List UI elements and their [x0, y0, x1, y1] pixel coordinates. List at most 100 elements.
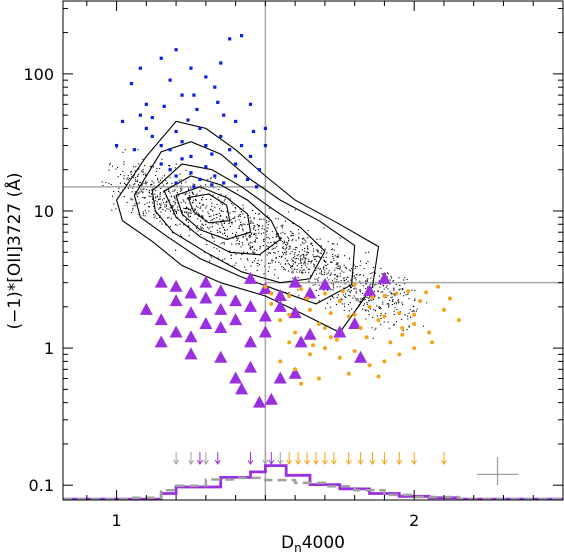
- background-dot: [263, 240, 265, 242]
- background-dot: [247, 223, 249, 225]
- background-dot: [123, 178, 125, 180]
- background-dot: [335, 274, 337, 276]
- background-dot: [273, 241, 275, 243]
- background-dot: [266, 220, 268, 222]
- background-dot: [201, 216, 203, 218]
- background-dot: [386, 303, 388, 305]
- background-dot: [184, 211, 186, 213]
- upper-limit-arrow: [321, 452, 328, 465]
- background-dot: [138, 185, 140, 187]
- background-dot: [256, 237, 258, 239]
- background-dot: [177, 195, 179, 197]
- background-dot: [327, 241, 329, 243]
- data-point: [354, 350, 368, 363]
- background-dot: [235, 234, 237, 236]
- background-dot: [272, 247, 274, 249]
- background-dot: [388, 303, 390, 305]
- background-dot: [226, 229, 228, 231]
- background-dot: [144, 165, 146, 167]
- upper-limit-arrow: [396, 452, 403, 465]
- background-dot: [219, 215, 221, 217]
- background-dot: [362, 285, 364, 287]
- data-point: [248, 154, 253, 159]
- background-dot: [322, 266, 324, 268]
- background-dot: [199, 190, 201, 192]
- background-dot: [127, 177, 129, 179]
- background-dot: [285, 245, 287, 247]
- data-point: [311, 343, 315, 348]
- background-dot: [175, 199, 177, 201]
- background-dot: [218, 188, 220, 190]
- background-dot: [334, 255, 336, 257]
- background-dot: [291, 271, 293, 273]
- background-dot: [267, 246, 269, 248]
- background-dot: [144, 197, 146, 199]
- background-dot: [175, 249, 177, 251]
- background-dot: [238, 243, 240, 245]
- background-dot: [202, 210, 204, 212]
- background-dot: [168, 190, 170, 192]
- background-dot: [235, 207, 237, 209]
- background-dot: [359, 291, 361, 293]
- background-dot: [317, 255, 319, 257]
- background-dot: [333, 249, 335, 251]
- background-dot: [263, 239, 265, 241]
- background-dot: [123, 161, 125, 163]
- axis-ticks: [63, 1, 563, 500]
- background-dot: [304, 247, 306, 249]
- background-dot: [185, 218, 187, 220]
- background-dot: [174, 201, 176, 203]
- background-dot: [253, 232, 255, 234]
- background-dot: [280, 236, 282, 238]
- background-dot: [393, 289, 395, 291]
- data-point: [394, 291, 399, 296]
- background-dot: [132, 199, 134, 201]
- data-point: [316, 376, 321, 381]
- background-dot: [283, 242, 285, 244]
- background-dot: [283, 268, 285, 270]
- background-dot: [229, 226, 231, 228]
- background-dot: [396, 303, 398, 305]
- background-dot: [260, 218, 262, 220]
- background-dot: [385, 296, 387, 298]
- background-dot: [239, 240, 241, 242]
- background-dot: [374, 329, 376, 331]
- background-dot: [402, 288, 404, 290]
- background-dot: [330, 306, 332, 308]
- background-dot: [166, 201, 168, 203]
- background-dot: [332, 280, 334, 282]
- background-dot: [138, 168, 140, 170]
- background-dot: [280, 232, 282, 234]
- data-point: [214, 350, 228, 363]
- data-point: [150, 134, 154, 138]
- background-dot: [219, 208, 221, 210]
- data-point: [245, 177, 250, 181]
- background-dot: [243, 236, 245, 238]
- background-dot: [174, 196, 176, 198]
- background-dot: [339, 237, 341, 239]
- background-dot: [176, 216, 178, 218]
- background-dot: [253, 217, 255, 219]
- background-dot: [282, 266, 284, 268]
- data-point: [364, 335, 369, 340]
- background-dot: [156, 203, 158, 205]
- background-dot: [338, 268, 340, 270]
- background-dot: [297, 254, 299, 256]
- background-dot: [118, 190, 120, 192]
- background-dot: [291, 251, 293, 253]
- background-dot: [211, 226, 213, 228]
- data-point: [144, 126, 148, 131]
- background-dot: [284, 257, 286, 259]
- data-point: [263, 126, 267, 131]
- background-dot: [389, 299, 391, 301]
- data-point: [258, 325, 272, 338]
- background-dot: [259, 248, 261, 250]
- background-dot: [187, 213, 189, 215]
- data-point: [168, 78, 172, 82]
- background-dot: [213, 218, 215, 220]
- background-dot: [186, 212, 188, 214]
- background-dot: [113, 203, 115, 205]
- background-dot: [364, 299, 366, 301]
- background-dot: [300, 259, 302, 261]
- background-dot: [364, 309, 366, 311]
